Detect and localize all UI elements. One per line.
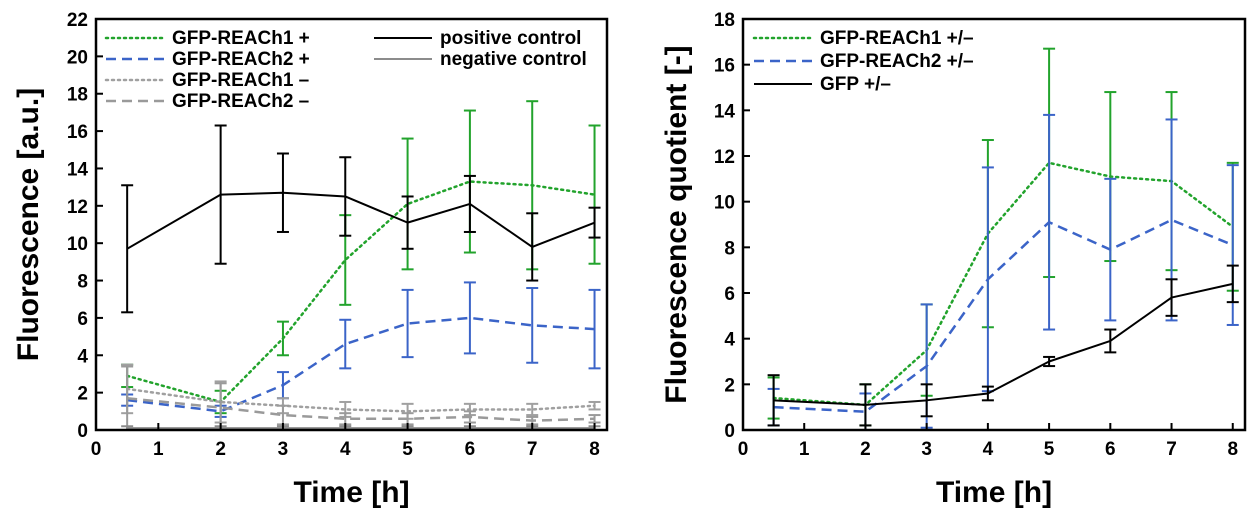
x-tick-label: 5 xyxy=(1044,439,1055,460)
x-tick-label: 1 xyxy=(799,439,810,460)
x-tick-label: 7 xyxy=(527,439,538,460)
y-tick-label: 12 xyxy=(67,197,88,218)
x-tick-label: 5 xyxy=(402,439,413,460)
x-tick-label: 6 xyxy=(465,439,476,460)
legend-item: negative control xyxy=(374,49,587,70)
y-tick-label: 4 xyxy=(77,346,88,367)
y-tick-label: 10 xyxy=(67,234,88,255)
x-tick-label: 3 xyxy=(921,439,932,460)
legend-item: GFP-REACh1 +/– xyxy=(752,28,974,49)
chart-fluorescence-x-axis-title: Time [h] xyxy=(293,476,409,509)
chart-fluorescence-quotient-x-axis-title: Time [h] xyxy=(936,476,1052,509)
series-line xyxy=(125,387,596,413)
x-tick-label: 4 xyxy=(340,439,351,460)
y-tick-label: 6 xyxy=(77,309,88,330)
chart-fluorescence-quotient-frame xyxy=(741,17,1247,432)
y-tick-label: 16 xyxy=(714,56,735,77)
y-tick-label: 10 xyxy=(714,193,735,214)
legend-item: GFP-REACh2 + xyxy=(106,49,310,70)
legend-item: GFP-REACh1 – xyxy=(104,70,309,91)
legend-item: GFP-REACh2 – xyxy=(106,91,309,112)
series-5 xyxy=(121,124,601,314)
y-tick-label: 20 xyxy=(67,47,88,68)
y-tick-label: 16 xyxy=(67,122,88,143)
series-1 xyxy=(121,100,601,415)
legend-label: positive control xyxy=(440,28,581,49)
chart-fluorescence-marks xyxy=(121,100,601,431)
series-line xyxy=(773,282,1233,406)
x-tick-label: 8 xyxy=(589,439,600,460)
y-tick-label: 4 xyxy=(724,330,735,351)
y-tick-label: 14 xyxy=(67,159,89,180)
legend-label: GFP +/– xyxy=(820,74,891,95)
legend-label: negative control xyxy=(440,49,587,70)
chart-fluorescence-frame xyxy=(94,17,609,432)
x-tick-label: 7 xyxy=(1166,439,1177,460)
chart-fluorescence-quotient-legend: GFP-REACh1 +/–GFP-REACh2 +/–GFP +/– xyxy=(752,28,974,95)
series-line xyxy=(127,316,595,413)
y-tick-label: 2 xyxy=(77,384,88,405)
series-line xyxy=(127,396,595,422)
legend-item: GFP-REACh2 +/– xyxy=(754,51,974,72)
x-tick-label: 2 xyxy=(215,439,226,460)
y-tick-label: 8 xyxy=(724,238,735,259)
series-line xyxy=(125,180,596,404)
series-2 xyxy=(767,113,1239,431)
legend-item: GFP +/– xyxy=(754,74,891,95)
series-3 xyxy=(767,264,1239,427)
legend-label: GFP-REACh2 – xyxy=(172,91,309,112)
x-tick-label: 6 xyxy=(1105,439,1116,460)
series-2 xyxy=(121,281,601,418)
legend-label: GFP-REACh2 +/– xyxy=(820,51,974,72)
series-1 xyxy=(767,47,1239,427)
y-tick-label: 0 xyxy=(77,421,88,442)
chart-fluorescence-quotient-marks xyxy=(767,47,1239,431)
legend-label: GFP-REACh1 – xyxy=(172,70,309,91)
legend-label: GFP-REACh1 +/– xyxy=(820,28,974,49)
y-tick-label: 12 xyxy=(714,147,735,168)
chart-fluorescence-legend: GFP-REACh1 +GFP-REACh2 +GFP-REACh1 –GFP-… xyxy=(104,28,587,112)
chart-fluorescence-y-axis-title: Fluorescence [a.u.] xyxy=(12,88,45,361)
y-tick-label: 18 xyxy=(67,85,88,106)
legend-label: GFP-REACh2 + xyxy=(172,49,310,70)
y-tick-label: 18 xyxy=(714,10,735,31)
series-line xyxy=(772,161,1235,407)
x-tick-label: 2 xyxy=(860,439,871,460)
y-tick-label: 22 xyxy=(67,10,88,31)
y-tick-label: 2 xyxy=(724,375,735,396)
y-tick-label: 14 xyxy=(714,101,736,122)
chart-fluorescence-quotient-y-axis-title: Fluorescence quotient [-] xyxy=(660,45,693,403)
legend-item: positive control xyxy=(374,28,581,49)
x-tick-label: 0 xyxy=(91,439,102,460)
y-tick-label: 6 xyxy=(724,284,735,305)
y-tick-label: 0 xyxy=(724,421,735,442)
series-line xyxy=(773,218,1234,413)
x-tick-label: 8 xyxy=(1227,439,1238,460)
series-line xyxy=(126,191,595,250)
legend-item: GFP-REACh1 + xyxy=(104,28,310,49)
y-tick-label: 8 xyxy=(77,272,88,293)
x-tick-label: 1 xyxy=(153,439,164,460)
x-tick-label: 4 xyxy=(983,439,994,460)
legend-label: GFP-REACh1 + xyxy=(172,28,310,49)
x-tick-label: 0 xyxy=(738,439,749,460)
x-tick-label: 3 xyxy=(278,439,289,460)
